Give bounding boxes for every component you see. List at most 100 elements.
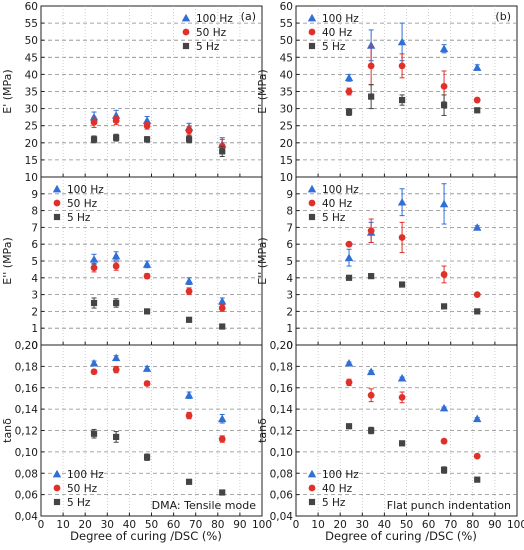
x-tick-label: 80 xyxy=(466,519,479,531)
legend-marker xyxy=(53,498,61,506)
legend: 100 Hz 40 Hz 5 Hz xyxy=(307,13,359,53)
data-point xyxy=(185,287,193,295)
series-5-hz xyxy=(345,423,481,483)
series-5-hz xyxy=(345,84,481,116)
plot-frame xyxy=(40,5,263,178)
data-point xyxy=(184,391,194,399)
data-point xyxy=(344,358,354,367)
y-tick-label: 0 xyxy=(31,340,38,352)
y-tick-label: 0,10 xyxy=(15,447,38,459)
legend-marker xyxy=(53,213,61,221)
series-50-hz xyxy=(90,261,226,312)
data-point xyxy=(90,368,98,376)
series-100-hz xyxy=(89,251,227,306)
y-tick-label: 0,20 xyxy=(270,340,293,352)
y-tick-label: 6 xyxy=(286,239,293,251)
legend-marker xyxy=(181,13,191,22)
data-point xyxy=(345,274,353,281)
y-tick-label: 45 xyxy=(280,52,293,64)
data-point xyxy=(143,308,151,315)
x-tick-label: 40 xyxy=(378,519,391,531)
x-tick-label: 100 xyxy=(507,519,524,531)
y-tick-label: 45 xyxy=(25,52,38,64)
legend-marker xyxy=(308,498,316,506)
x-tick-label: 20 xyxy=(79,519,92,531)
y-tick-label: 30 xyxy=(25,104,38,116)
legend-marker xyxy=(308,42,316,50)
data-point xyxy=(218,414,227,423)
data-point xyxy=(143,454,151,461)
y-tick-label: 35 xyxy=(25,87,38,99)
data-point xyxy=(143,136,151,143)
data-point xyxy=(398,234,406,241)
series-100-hz xyxy=(344,22,482,82)
y-tick-label: 6 xyxy=(31,239,38,251)
data-point xyxy=(397,373,407,382)
x-tick-label: 10 xyxy=(56,519,69,531)
y-tick-label: 15 xyxy=(25,155,38,167)
panel-annotation: Flat punch indentation xyxy=(387,499,511,512)
y-tick-label: 55 xyxy=(25,18,38,30)
y-tick-label: 3 xyxy=(286,290,293,302)
y-axis-label: tanδ xyxy=(1,418,14,443)
data-point xyxy=(185,127,193,135)
data-point xyxy=(185,412,193,419)
x-tick-label: 90 xyxy=(233,519,246,531)
x-tick-label: 70 xyxy=(444,519,457,531)
x-tick-label: 40 xyxy=(123,519,136,531)
x-axis-label-right: Degree of curing /DSC (%) xyxy=(325,529,477,543)
data-point xyxy=(90,430,98,437)
legend-label: 100 Hz xyxy=(196,13,233,25)
legend: 100 Hz 50 Hz 5 Hz xyxy=(52,469,104,509)
x-tick-label: 50 xyxy=(400,519,413,531)
y-axis-label: E' (MPa) xyxy=(256,69,269,113)
series-100-hz xyxy=(89,109,227,152)
y-tick-label: 0,12 xyxy=(15,426,38,438)
legend-marker xyxy=(52,469,62,478)
data-point xyxy=(344,253,354,261)
legend-marker xyxy=(308,484,316,492)
data-point xyxy=(474,107,481,114)
legend-label: 5 Hz xyxy=(196,41,220,53)
data-point xyxy=(113,433,120,441)
y-tick-label: 15 xyxy=(280,155,293,167)
legend-label: 100 Hz xyxy=(322,469,359,481)
y-tick-label: 50 xyxy=(25,35,38,47)
data-point xyxy=(440,82,448,90)
x-tick-label: 60 xyxy=(167,519,180,531)
y-tick-label: 0,04 xyxy=(270,511,294,523)
legend-label: 50 Hz xyxy=(67,198,98,210)
data-point xyxy=(143,272,151,280)
legend-label: 5 Hz xyxy=(322,212,346,224)
legend-marker xyxy=(52,184,62,193)
data-point xyxy=(439,403,449,412)
y-tick-label: 10 xyxy=(280,172,293,184)
x-axis-label-left: Degree of curing /DSC (%) xyxy=(70,529,222,543)
data-point xyxy=(473,414,482,423)
data-point xyxy=(344,73,354,82)
y-tick-label: 0,08 xyxy=(15,468,38,480)
legend: 100 Hz 50 Hz 5 Hz xyxy=(181,13,233,53)
y-tick-label: 7 xyxy=(286,222,293,234)
chart-panel-a-2: 0 1 2 3 4 5 6 7 8 9 E'' (MPa) 100 Hz 50 Hz 5 Hz xyxy=(1,176,263,352)
series-50-hz xyxy=(90,365,226,443)
y-tick-label: 3 xyxy=(31,290,38,302)
chart-panel-b-2: 0 1 2 3 4 5 6 7 8 9 E'' (MPa) 100 Hz 40 Hz 5 Hz xyxy=(256,176,518,352)
data-point xyxy=(440,466,448,474)
legend-label: 40 Hz xyxy=(322,27,353,39)
y-tick-label: 0,14 xyxy=(270,404,294,416)
y-tick-label: 2 xyxy=(31,306,38,318)
data-point xyxy=(440,271,448,278)
legend-marker xyxy=(182,42,190,50)
data-point xyxy=(112,366,120,373)
y-tick-label: 60 xyxy=(25,1,38,13)
x-tick-label: 0 xyxy=(293,519,300,531)
data-point xyxy=(397,198,407,206)
data-point xyxy=(398,440,406,447)
series-50-hz xyxy=(90,115,226,154)
y-tick-label: 0,12 xyxy=(270,426,293,438)
legend: 100 Hz 40 Hz 5 Hz xyxy=(307,469,359,509)
legend-label: 5 Hz xyxy=(67,212,91,224)
